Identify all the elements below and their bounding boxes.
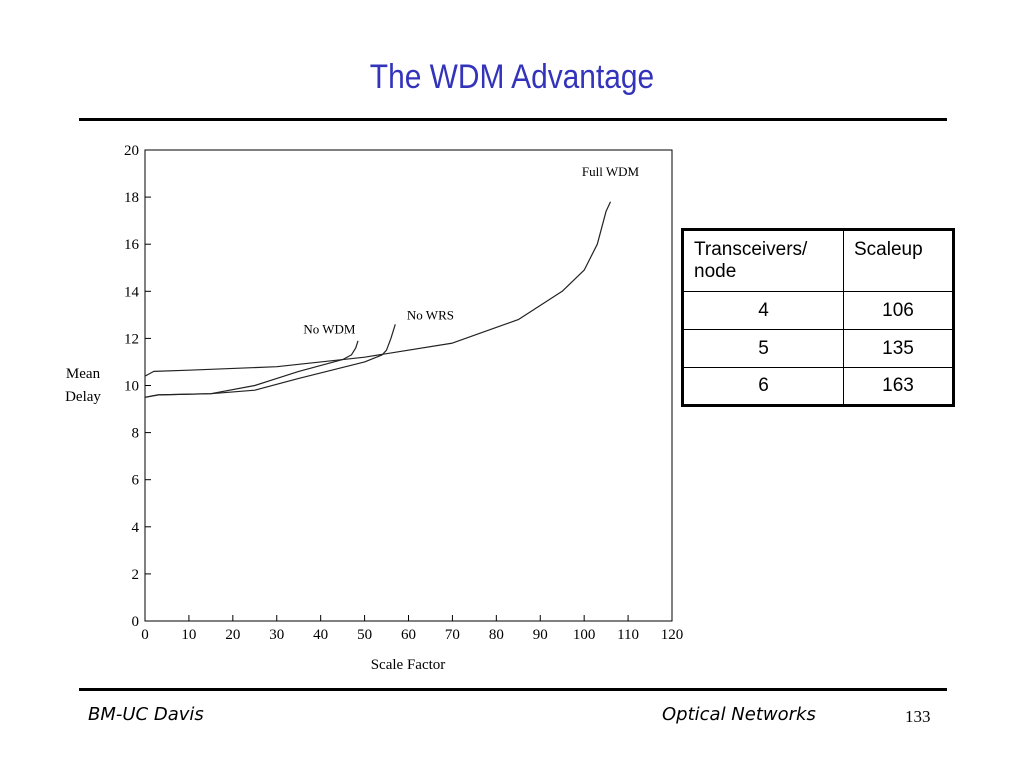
x-tick-label: 90 xyxy=(533,627,548,643)
y-axis-label-line2: Delay xyxy=(65,389,101,405)
series-line-no-wrs xyxy=(144,324,396,398)
x-tick-label: 120 xyxy=(661,627,684,643)
slide-title: The WDM Advantage xyxy=(369,58,655,96)
cell-transceivers: 6 xyxy=(682,367,844,406)
series-annotation: Full WDM xyxy=(582,164,640,179)
footer-affiliation: BM-UC Davis xyxy=(88,704,204,725)
series-line-full-wdm xyxy=(144,201,612,377)
table-row: 5 135 xyxy=(682,329,954,368)
table-row: 4 106 xyxy=(682,291,954,330)
y-tick-label: 12 xyxy=(124,331,139,347)
plot-frame xyxy=(144,149,673,622)
table-row: 6 163 xyxy=(682,367,954,406)
bottom-rule xyxy=(79,688,947,691)
table-header-row: Transceivers/ node Scaleup xyxy=(682,229,954,292)
x-tick-label: 70 xyxy=(445,627,460,643)
y-tick-label: 4 xyxy=(132,520,140,536)
footer-course: Optical Networks xyxy=(662,704,816,725)
cell-scaleup: 135 xyxy=(843,329,954,368)
y-axis-label-line1: Mean xyxy=(66,366,101,382)
x-tick-label: 60 xyxy=(401,627,416,643)
cell-scaleup: 163 xyxy=(843,367,954,406)
x-tick-label: 40 xyxy=(313,627,328,643)
cell-scaleup: 106 xyxy=(843,291,954,330)
x-tick-label: 50 xyxy=(357,627,372,643)
x-tick-label: 100 xyxy=(573,627,596,643)
y-tick-label: 2 xyxy=(132,567,140,583)
x-tick-label: 110 xyxy=(617,627,639,643)
x-tick-label: 80 xyxy=(489,627,504,643)
x-tick-label: 0 xyxy=(141,627,149,643)
y-tick-label: 18 xyxy=(124,190,139,206)
header-transceivers: Transceivers/ node xyxy=(682,229,844,292)
y-tick-label: 14 xyxy=(124,284,140,300)
y-tick-label: 8 xyxy=(132,426,140,442)
y-tick-label: 16 xyxy=(124,237,140,253)
y-tick-label: 20 xyxy=(124,143,139,159)
y-tick-label: 0 xyxy=(132,614,140,630)
top-rule xyxy=(79,118,947,121)
y-tick-label: 10 xyxy=(124,379,139,395)
series-line-no-wdm xyxy=(144,340,359,398)
page-number: 133 xyxy=(905,707,931,726)
header-scaleup: Scaleup xyxy=(843,229,954,292)
x-tick-label: 10 xyxy=(181,627,196,643)
x-tick-label: 30 xyxy=(269,627,284,643)
series-annotation: No WRS xyxy=(407,308,454,323)
y-tick-label: 6 xyxy=(132,473,140,489)
x-axis-label: Scale Factor xyxy=(371,657,446,673)
series-annotation: No WDM xyxy=(303,322,356,337)
cell-transceivers: 5 xyxy=(682,329,844,368)
x-tick-label: 20 xyxy=(225,627,240,643)
cell-transceivers: 4 xyxy=(682,291,844,330)
scaleup-table: Transceivers/ node Scaleup 4 106 5 135 6… xyxy=(681,228,955,407)
